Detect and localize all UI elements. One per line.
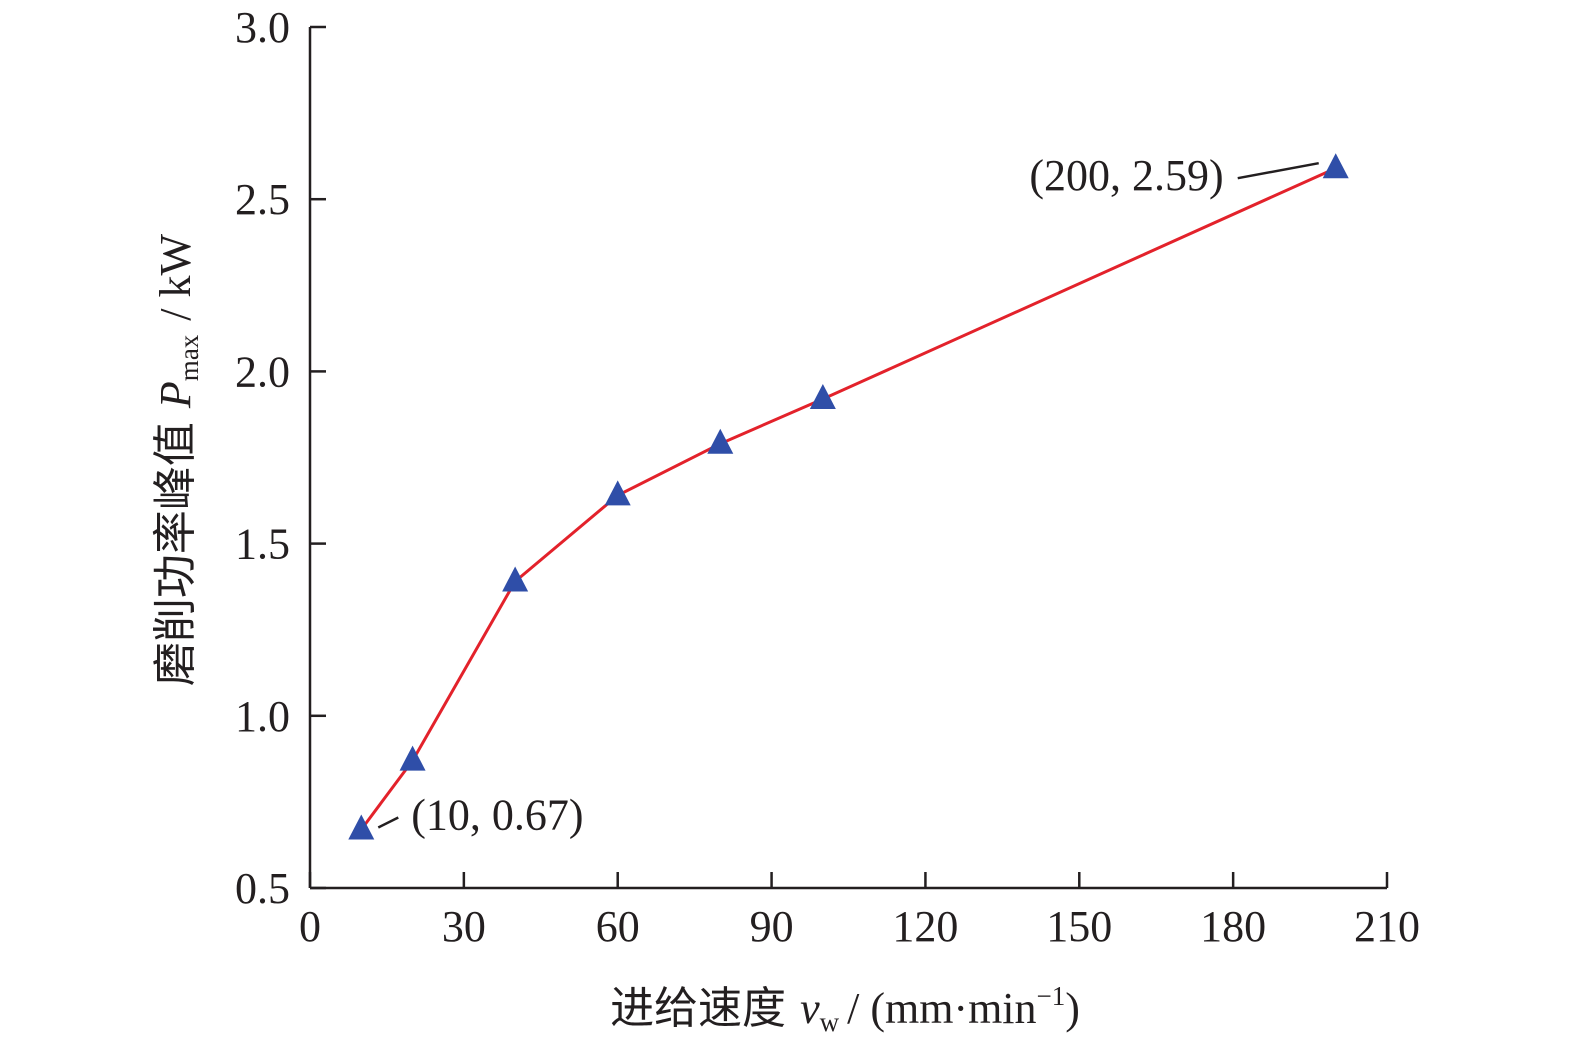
data-point-marker — [604, 480, 631, 506]
y-tick-label: 1.5 — [235, 520, 290, 569]
x-tick-label: 180 — [1200, 902, 1266, 951]
x-axis-title-cn: 进给速度 — [610, 983, 786, 1034]
y-ticks: 0.5 1.0 1.5 2.0 2.5 3.0 — [235, 3, 326, 913]
data-point-marker — [1322, 153, 1349, 179]
x-tick-label: 30 — [442, 902, 486, 951]
x-axis-title-symbol: v — [800, 984, 820, 1033]
y-tick-label: 3.0 — [235, 3, 290, 52]
annotations: (10, 0.67) (200, 2.59) — [377, 151, 1319, 839]
x-tick-label: 0 — [299, 902, 321, 951]
x-tick-label: 150 — [1046, 902, 1112, 951]
x-tick-label: 90 — [750, 902, 794, 951]
data-point-marker — [399, 745, 426, 771]
x-axis-title-subscript: w — [820, 1007, 840, 1037]
x-axis-title: 进给速度 vw / (mm·min−1) — [610, 981, 1080, 1037]
y-axis-title-unit: / kW — [151, 233, 200, 320]
annotation-label: (10, 0.67) — [411, 790, 583, 839]
markers — [348, 153, 1349, 840]
series — [360, 166, 1337, 831]
x-tick-label: 60 — [596, 902, 640, 951]
axes — [308, 27, 1387, 890]
data-point-marker — [809, 383, 836, 409]
data-point-marker — [502, 566, 529, 592]
x-tick-label: 210 — [1354, 902, 1420, 951]
y-tick-label: 1.0 — [235, 692, 290, 741]
y-axis-title-subscript: max — [174, 334, 204, 381]
series-line — [360, 166, 1337, 831]
annotation-label: (200, 2.59) — [1029, 151, 1223, 200]
x-tick-label: 120 — [892, 902, 958, 951]
annotation-leader-line — [377, 816, 399, 829]
annotation-leader-line — [1237, 161, 1319, 180]
x-ticks: 0 30 60 90 120 150 180 210 — [299, 872, 1420, 951]
y-axis-title-symbol: P — [151, 381, 200, 409]
y-tick-label: 0.5 — [235, 864, 290, 913]
data-point-marker — [707, 428, 734, 454]
y-tick-label: 2.5 — [235, 175, 290, 224]
y-axis-title-cn: 磨削功率峰值 — [150, 422, 201, 686]
x-axis-title-unit-superscript: −1 — [1037, 981, 1066, 1011]
y-tick-label: 2.0 — [235, 347, 290, 396]
x-axis-title-unit-close: ) — [1065, 984, 1080, 1033]
data-point-marker — [348, 814, 375, 840]
x-axis-title-unit: / (mm·min — [847, 984, 1036, 1033]
y-axis-title: 磨削功率峰值 Pmax / kW — [150, 233, 204, 686]
